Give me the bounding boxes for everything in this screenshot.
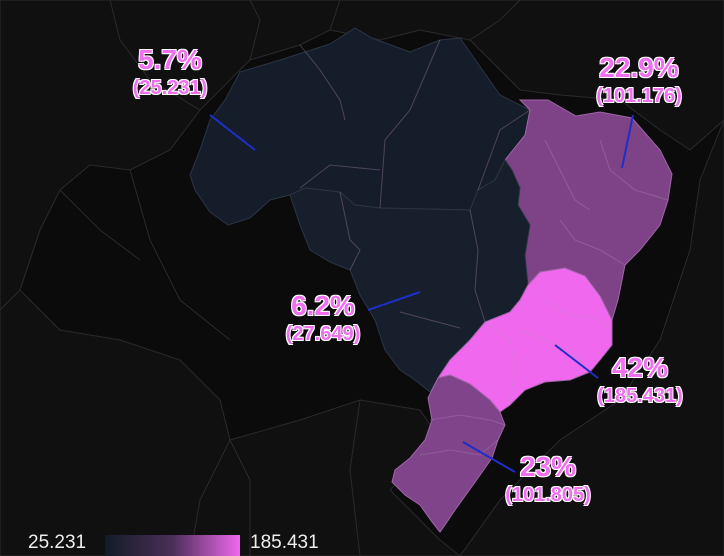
- leader-line-centro-oeste: [367, 291, 421, 311]
- label-centro-oeste-percent: 6.2%: [291, 290, 355, 321]
- region-sudeste[interactable]: [436, 267, 613, 413]
- country-border-line: [469, 0, 521, 41]
- region-sul[interactable]: [391, 374, 506, 533]
- label-centro-oeste: 6.2% (27.649): [268, 290, 378, 345]
- leader-line-norte: [209, 114, 256, 151]
- country-border-line: [59, 189, 141, 261]
- country-border-line: [329, 0, 341, 31]
- label-norte-percent: 5.7%: [138, 44, 202, 75]
- label-sul-value: (101.805): [505, 484, 591, 506]
- label-sul-percent: 23%: [519, 451, 577, 482]
- leader-line-sul: [462, 441, 516, 473]
- country-border-line: [249, 0, 261, 61]
- legend-color-bar: [105, 535, 240, 556]
- label-norte-value: (25.231): [132, 77, 208, 99]
- country-border-line: [129, 169, 231, 341]
- state-borders: [299, 39, 669, 456]
- label-nordeste-value: (101.176): [596, 85, 682, 107]
- label-norte: 5.7% (25.231): [115, 44, 225, 99]
- leader-line-sudeste: [554, 344, 599, 379]
- label-sudeste-percent: 42%: [611, 352, 669, 383]
- label-sul: 23% (101.805): [492, 451, 604, 506]
- label-centro-oeste-value: (27.649): [285, 323, 361, 345]
- label-sudeste-value: (185.431): [597, 385, 683, 407]
- country-border-line: [349, 399, 361, 556]
- legend-min-label: 25.231: [28, 532, 87, 553]
- leader-line-nordeste: [621, 114, 634, 169]
- label-sudeste: 42% (185.431): [584, 352, 696, 407]
- label-nordeste: 22.9% (101.176): [583, 52, 695, 107]
- country-border-line: [109, 0, 201, 111]
- label-nordeste-percent: 22.9%: [599, 52, 679, 83]
- legend-max-label: 185.431: [250, 532, 319, 553]
- country-borders: [59, 0, 521, 556]
